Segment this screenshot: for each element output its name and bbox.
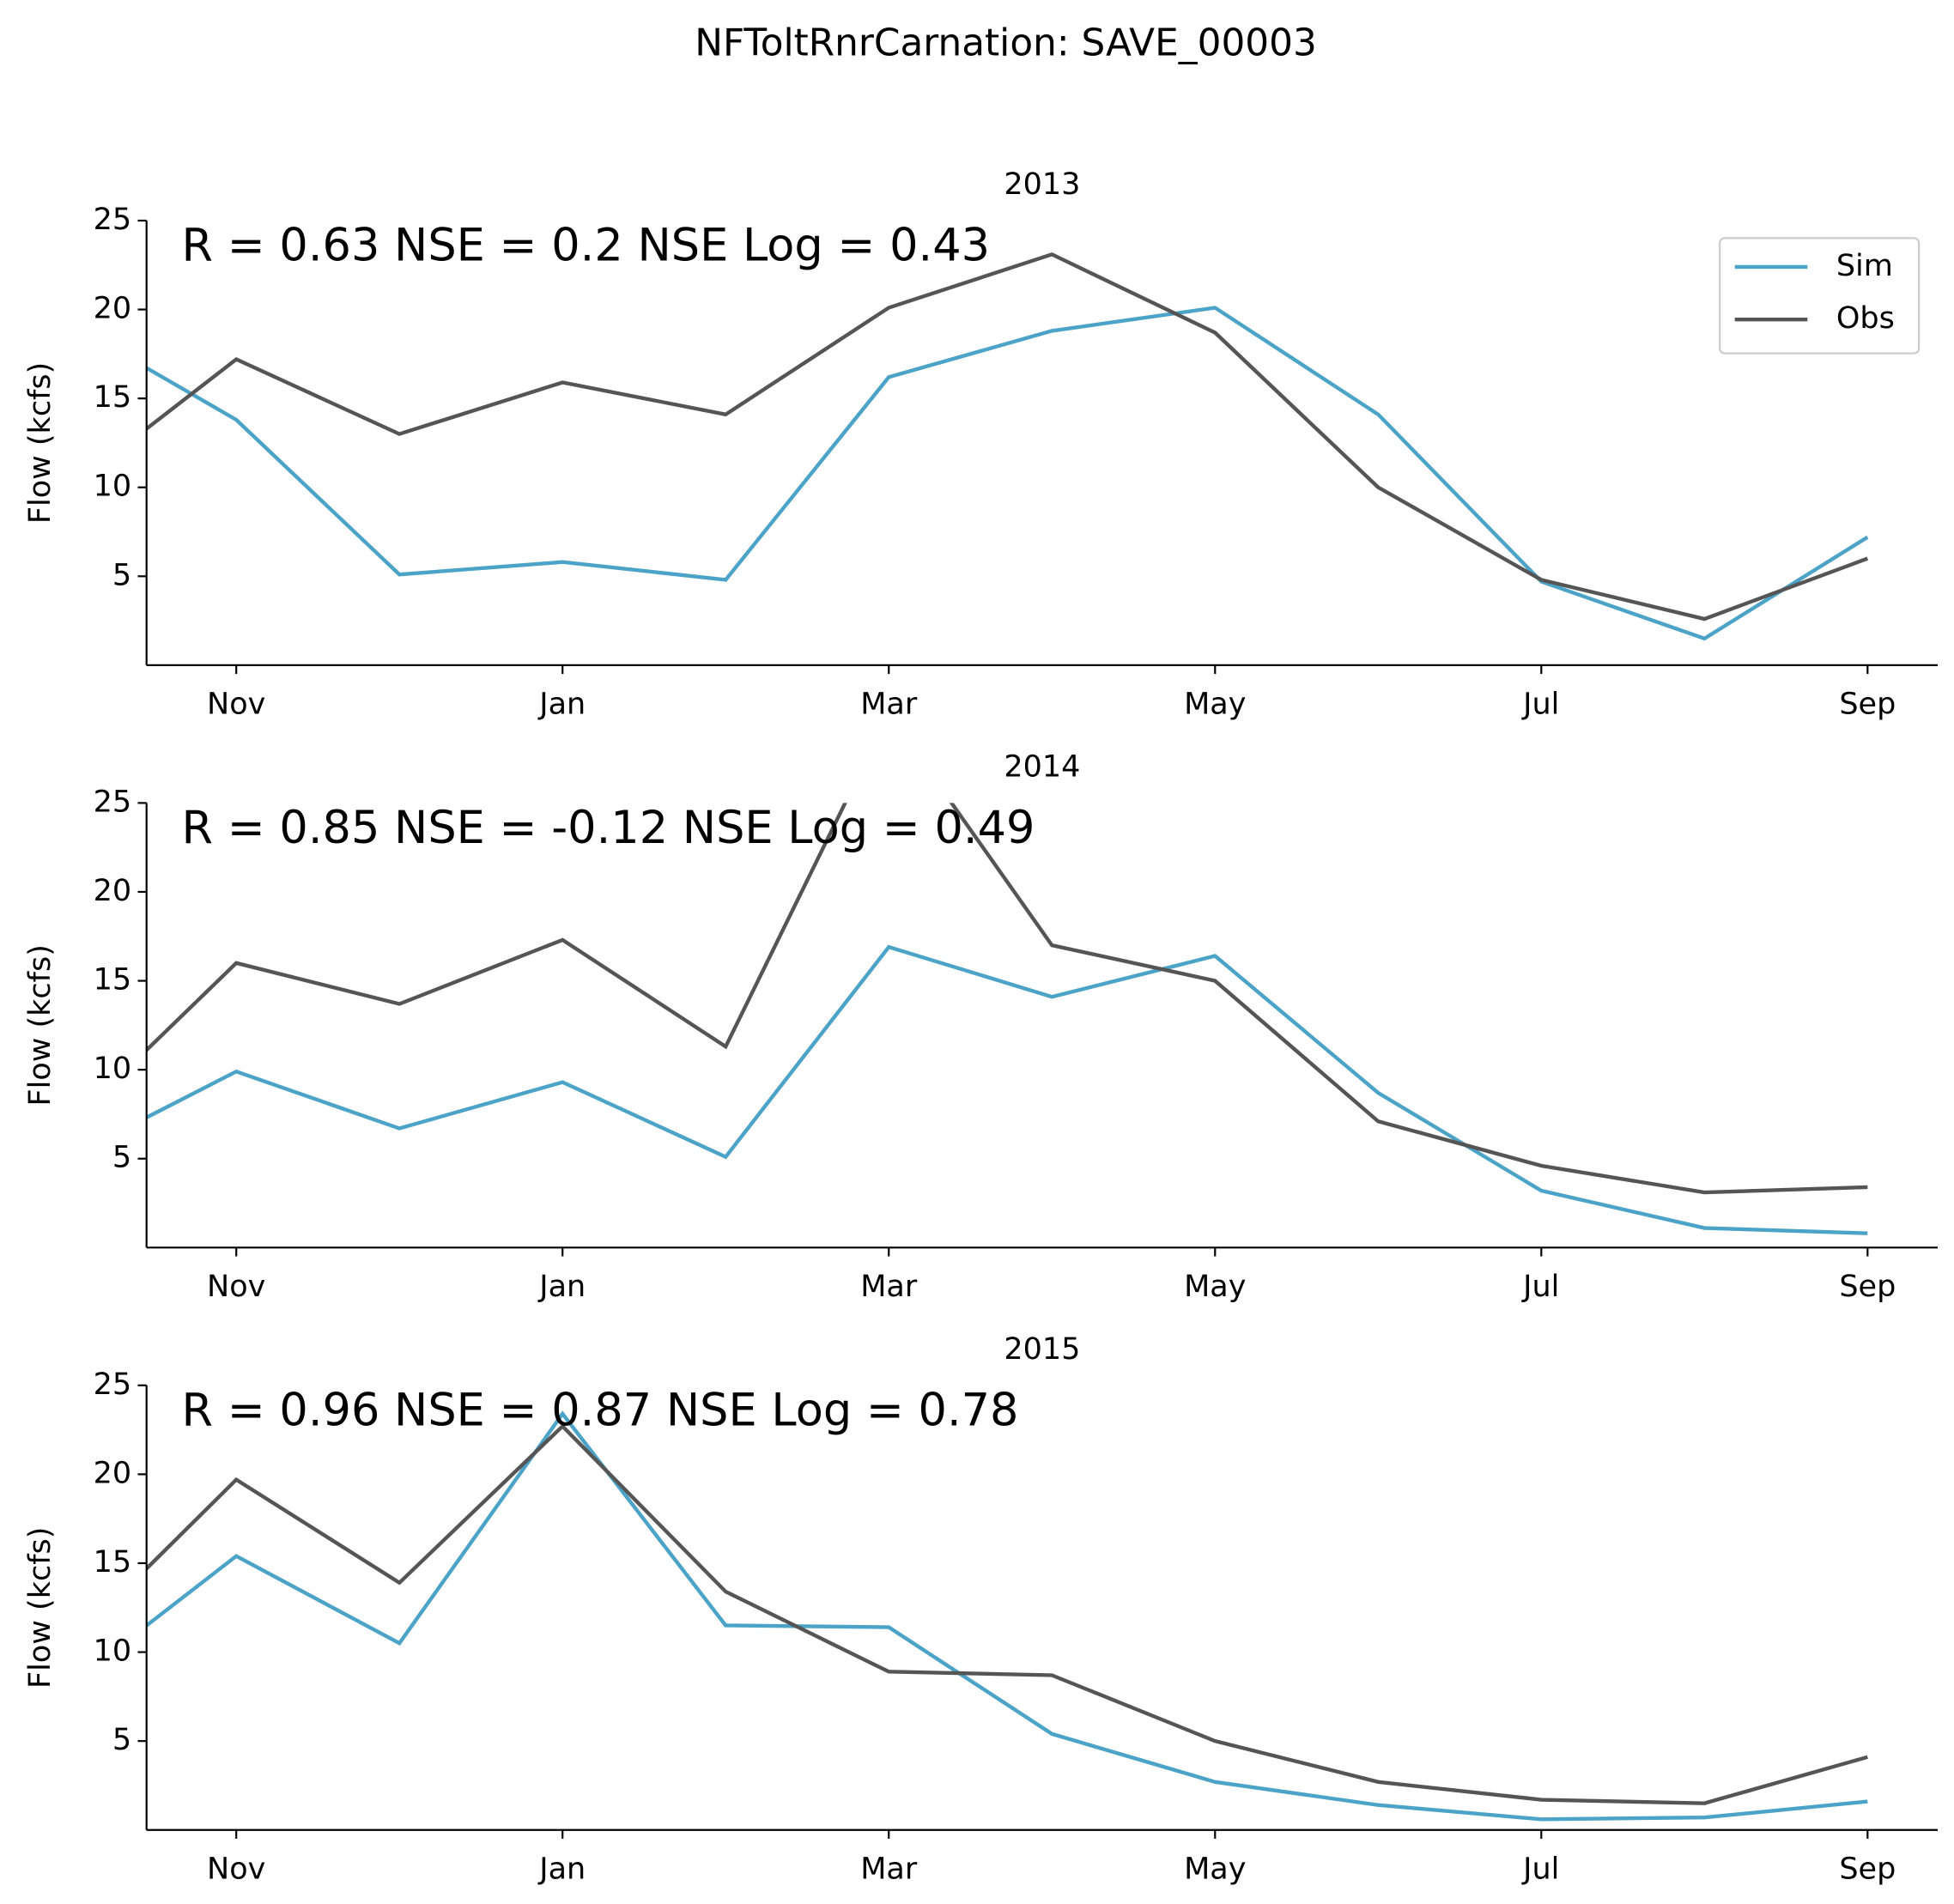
annotation: R = 0.96 NSE = 0.87 NSE Log = 0.78: [182, 1385, 1019, 1437]
y-axis-label: Flow (kcfs): [23, 1527, 58, 1689]
figure-title: NFToltRnrCarnation: SAVE_00003: [695, 21, 1317, 65]
x-tick-label: Jan: [537, 1852, 586, 1886]
y-tick-label: 20: [94, 292, 132, 326]
y-tick-label: 10: [94, 470, 132, 504]
x-tick-label: Jan: [537, 688, 586, 722]
x-tick-label: Jul: [1521, 1852, 1559, 1886]
x-tick-label: Sep: [1839, 1852, 1896, 1886]
annotation: R = 0.85 NSE = -0.12 NSE Log = 0.49: [182, 802, 1035, 854]
x-tick-label: Sep: [1839, 1270, 1896, 1304]
y-tick-label: 5: [112, 1723, 131, 1757]
x-tick-label: Sep: [1839, 688, 1896, 722]
y-tick-label: 25: [94, 203, 132, 237]
y-tick-label: 10: [94, 1052, 132, 1086]
series-line: [146, 1423, 1868, 1805]
x-tick-label: Jan: [537, 1270, 586, 1304]
series-line: [146, 252, 1869, 622]
series-line: [146, 306, 1869, 641]
y-axis-label: Flow (kcfs): [23, 944, 58, 1106]
x-tick-label: Nov: [207, 1852, 265, 1886]
panel-title: 2015: [1004, 1332, 1080, 1367]
x-tick-label: May: [1184, 688, 1246, 722]
x-tick-label: May: [1184, 1270, 1246, 1304]
x-tick-label: Nov: [207, 1270, 265, 1304]
y-tick-label: 5: [112, 558, 131, 592]
y-tick-label: 20: [94, 874, 132, 908]
panel-title: 2014: [1004, 750, 1080, 785]
y-tick-label: 15: [94, 1545, 132, 1580]
panel: 2014 Flow (kcfs) 5 10 15 20 25 Nov Jan Mar May Jul S…: [23, 750, 1939, 1304]
panel: 2013 Flow (kcfs) 5 10 15 20 25 Nov Jan Mar May Jul S…: [23, 167, 1939, 722]
y-tick-label: 25: [94, 1367, 132, 1402]
y-tick-label: 5: [112, 1141, 131, 1175]
y-tick-label: 15: [94, 963, 132, 997]
y-tick-label: 25: [94, 785, 132, 819]
legend-label: Sim: [1836, 249, 1893, 283]
x-tick-label: Nov: [207, 688, 265, 722]
x-tick-label: Jul: [1521, 1270, 1559, 1304]
y-tick-label: 20: [94, 1456, 132, 1490]
legend-label: Obs: [1836, 301, 1895, 336]
x-tick-label: Jul: [1521, 688, 1559, 722]
panel-title: 2013: [1004, 167, 1080, 202]
y-axis-label: Flow (kcfs): [23, 362, 58, 524]
series-line: [146, 803, 1868, 1195]
y-tick-label: 15: [94, 380, 132, 415]
panel: 2015 Flow (kcfs) 5 10 15 20 25 Nov Jan Mar May Jul S…: [23, 1332, 1939, 1886]
annotation: R = 0.63 NSE = 0.2 NSE Log = 0.43: [182, 220, 991, 272]
series-line: [146, 944, 1868, 1235]
x-tick-label: Mar: [860, 1270, 918, 1304]
series-line: [146, 1410, 1868, 1822]
x-tick-label: May: [1184, 1852, 1246, 1886]
x-tick-label: Mar: [860, 1852, 918, 1886]
y-tick-label: 10: [94, 1634, 132, 1669]
x-tick-label: Mar: [860, 688, 918, 722]
